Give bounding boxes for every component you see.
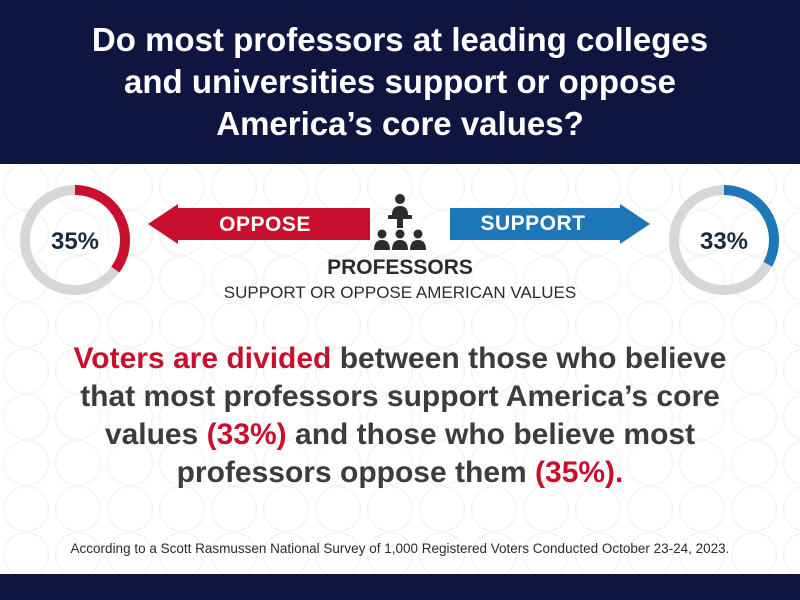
support-percent-label: 33% <box>699 228 749 255</box>
source-note: According to a Scott Rasmussen National … <box>70 541 730 556</box>
oppose-arrow <box>148 204 370 244</box>
statement-text-2: and those who believe most professors op… <box>176 418 696 489</box>
support-arrow <box>450 204 650 244</box>
oppose-donut <box>20 185 130 295</box>
oppose-donut-arc <box>20 185 130 295</box>
statement-oppose-percent: (35%). <box>535 456 624 489</box>
support-donut <box>669 185 779 295</box>
header-banner: Do most professors at leading colleges a… <box>0 0 800 164</box>
oppose-label: OPPOSE <box>219 213 311 236</box>
summary-statement: Voters are divided between those who bel… <box>60 340 740 492</box>
statement-support-percent: (33%) <box>206 418 287 451</box>
footer-bar <box>0 574 800 600</box>
support-donut-arc <box>669 185 779 295</box>
professors-subtitle: SUPPORT OR OPPOSE AMERICAN VALUES <box>223 283 577 302</box>
support-label: SUPPORT <box>480 212 586 235</box>
oppose-percent-label: 35% <box>50 228 100 255</box>
statement-text-1: between those who believe that most prof… <box>80 342 727 451</box>
page-title: Do most professors at leading colleges a… <box>91 21 709 142</box>
professors-title: PROFESSORS <box>327 256 473 279</box>
statement-highlight: Voters are divided <box>73 342 332 375</box>
professors-icon <box>374 194 426 250</box>
